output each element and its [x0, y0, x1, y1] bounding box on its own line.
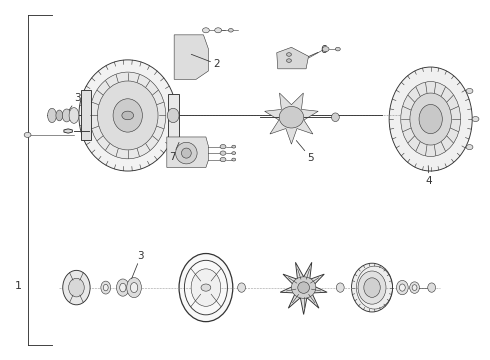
Circle shape [232, 145, 236, 148]
Circle shape [24, 132, 31, 138]
Circle shape [232, 152, 236, 154]
Circle shape [472, 117, 479, 122]
Text: 4: 4 [426, 166, 432, 186]
Ellipse shape [120, 283, 126, 292]
Circle shape [322, 46, 329, 51]
Polygon shape [277, 47, 309, 69]
Ellipse shape [358, 271, 386, 304]
Ellipse shape [63, 270, 90, 305]
Circle shape [232, 158, 236, 161]
Circle shape [335, 47, 340, 51]
Ellipse shape [191, 269, 220, 306]
Ellipse shape [62, 109, 71, 122]
Ellipse shape [79, 60, 176, 171]
Circle shape [287, 53, 292, 56]
Text: 7: 7 [169, 142, 179, 162]
Circle shape [216, 28, 221, 32]
Circle shape [466, 89, 473, 94]
Ellipse shape [410, 93, 451, 145]
Circle shape [202, 28, 209, 33]
Ellipse shape [127, 278, 142, 298]
Ellipse shape [56, 110, 63, 121]
Ellipse shape [69, 278, 84, 297]
Ellipse shape [412, 285, 417, 291]
Polygon shape [167, 137, 208, 167]
Circle shape [220, 144, 226, 149]
Circle shape [220, 157, 226, 162]
Text: 5: 5 [296, 140, 314, 163]
Polygon shape [168, 94, 179, 136]
Ellipse shape [292, 277, 316, 298]
Ellipse shape [428, 283, 436, 292]
Ellipse shape [98, 81, 158, 150]
Ellipse shape [336, 283, 344, 292]
Ellipse shape [298, 282, 310, 293]
Circle shape [287, 59, 292, 62]
Text: 2: 2 [191, 54, 220, 69]
Ellipse shape [419, 104, 442, 134]
Polygon shape [64, 129, 73, 133]
Circle shape [466, 145, 473, 150]
Ellipse shape [401, 82, 461, 157]
Text: 3: 3 [67, 93, 81, 114]
Ellipse shape [113, 99, 143, 132]
Ellipse shape [389, 67, 472, 171]
Ellipse shape [167, 108, 179, 123]
Ellipse shape [364, 278, 380, 297]
Ellipse shape [175, 142, 197, 164]
Ellipse shape [181, 148, 191, 158]
Polygon shape [174, 35, 208, 79]
Ellipse shape [396, 280, 408, 295]
Circle shape [122, 111, 134, 120]
Ellipse shape [238, 283, 245, 292]
Text: 1: 1 [15, 281, 22, 291]
Ellipse shape [331, 113, 339, 122]
Circle shape [220, 151, 226, 155]
Ellipse shape [279, 107, 304, 128]
Ellipse shape [179, 253, 233, 321]
Ellipse shape [399, 284, 405, 291]
Ellipse shape [410, 282, 419, 293]
Polygon shape [280, 262, 327, 315]
Circle shape [215, 28, 221, 33]
Ellipse shape [103, 284, 108, 291]
Ellipse shape [117, 279, 129, 296]
Ellipse shape [69, 108, 79, 123]
Circle shape [228, 28, 233, 32]
Ellipse shape [48, 108, 56, 123]
Text: 6: 6 [301, 45, 327, 60]
Ellipse shape [101, 281, 111, 294]
Polygon shape [265, 93, 318, 144]
Polygon shape [81, 90, 91, 140]
Text: 3: 3 [132, 251, 144, 279]
Ellipse shape [130, 283, 138, 293]
Ellipse shape [90, 72, 166, 159]
Circle shape [201, 284, 211, 291]
Ellipse shape [351, 263, 392, 312]
